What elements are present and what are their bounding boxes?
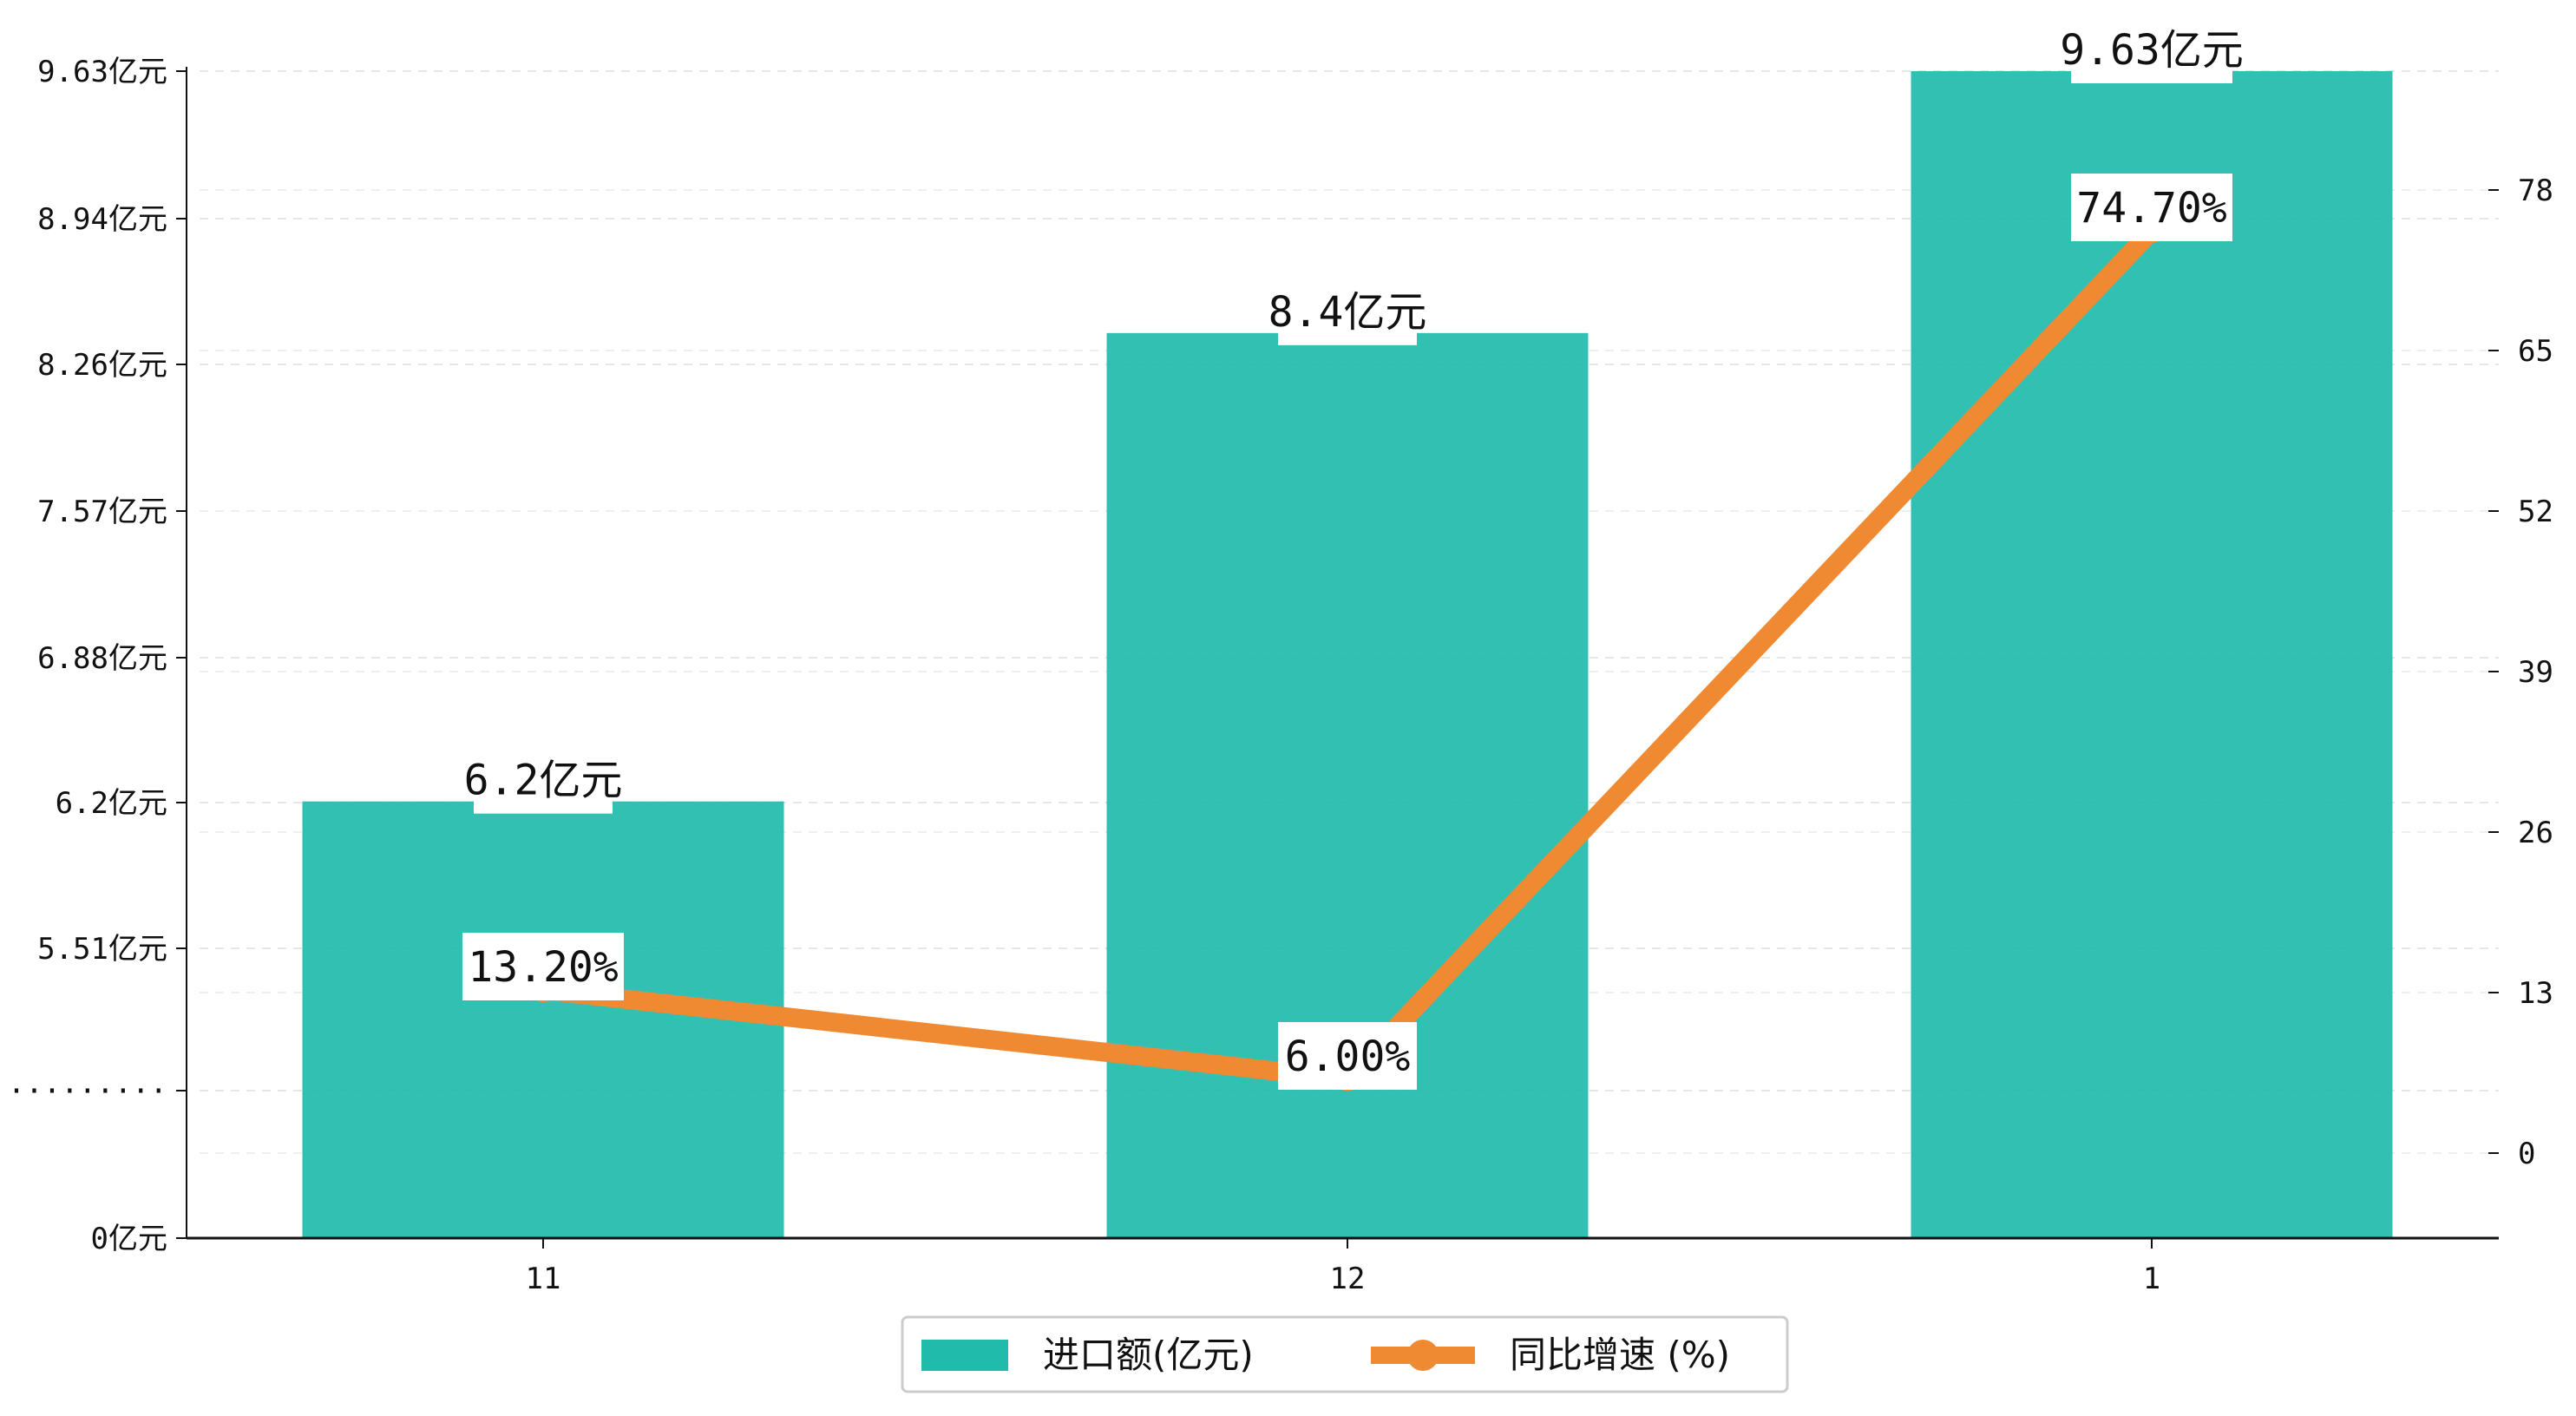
axes: 0亿元 ········· 5.51亿元 6.2亿元 6.88亿元 7.57亿元 8.26亿… <box>8 55 2553 1296</box>
x-tick-label: 1 <box>2143 1262 2160 1296</box>
left-tick-label: 6.2亿元 <box>56 786 167 821</box>
right-tick-label: 39 <box>2518 655 2553 690</box>
right-tick-label: 26 <box>2518 816 2553 850</box>
bar-label-11: 6.2亿元 <box>464 757 623 805</box>
x-tick-label: 12 <box>1330 1262 1366 1296</box>
legend-label-bar: 进口额(亿元) <box>1043 1334 1254 1376</box>
right-tick-label: 0 <box>2518 1137 2535 1171</box>
bar-label-1-box <box>2071 16 2232 83</box>
left-tick-label: 0亿元 <box>91 1222 167 1256</box>
right-tick-label: 65 <box>2518 334 2553 369</box>
bar-label-11-box <box>474 745 613 814</box>
left-tick-label: 9.63亿元 <box>37 55 167 89</box>
bar-11 <box>302 801 784 1238</box>
right-tick-label: 13 <box>2518 976 2553 1011</box>
data-labels: 6.2亿元 8.4亿元 9.63亿元 13.20% 6.00% 74.70% <box>462 16 2244 1090</box>
bar-1 <box>1911 71 2393 1238</box>
bar-label-1: 9.63亿元 <box>2060 26 2244 75</box>
growth-label-11: 13.20% <box>468 943 618 992</box>
legend-swatch-marker <box>1407 1340 1439 1371</box>
x-tick-label: 11 <box>526 1262 561 1296</box>
bar-label-12-box <box>1278 277 1417 345</box>
left-tick-label: 6.88亿元 <box>37 641 167 676</box>
growth-label-12-box <box>1278 1022 1417 1090</box>
right-tick-label: 78 <box>2518 174 2553 208</box>
legend: 进口额(亿元) 同比增速 (%) <box>901 1315 1789 1393</box>
bar-12 <box>1106 332 1589 1239</box>
legend-box <box>901 1315 1789 1393</box>
growth-label-11-box <box>462 933 624 1000</box>
left-tick-label: 7.57亿元 <box>37 495 167 529</box>
growth-label-1: 74.70% <box>2076 184 2226 233</box>
growth-label-12: 6.00% <box>1285 1032 1411 1081</box>
legend-swatch-bar <box>921 1340 1008 1371</box>
left-tick-label: 8.26亿元 <box>37 348 167 383</box>
left-tick-label: ········· <box>8 1074 167 1109</box>
left-tick-label: 8.94亿元 <box>37 202 167 237</box>
growth-label-1-box <box>2071 174 2232 241</box>
right-tick-label: 52 <box>2518 495 2553 529</box>
left-tick-label: 5.51亿元 <box>37 932 167 967</box>
legend-label-line: 同比增速 (%) <box>1510 1334 1730 1376</box>
bar-label-12: 8.4亿元 <box>1268 288 1427 337</box>
